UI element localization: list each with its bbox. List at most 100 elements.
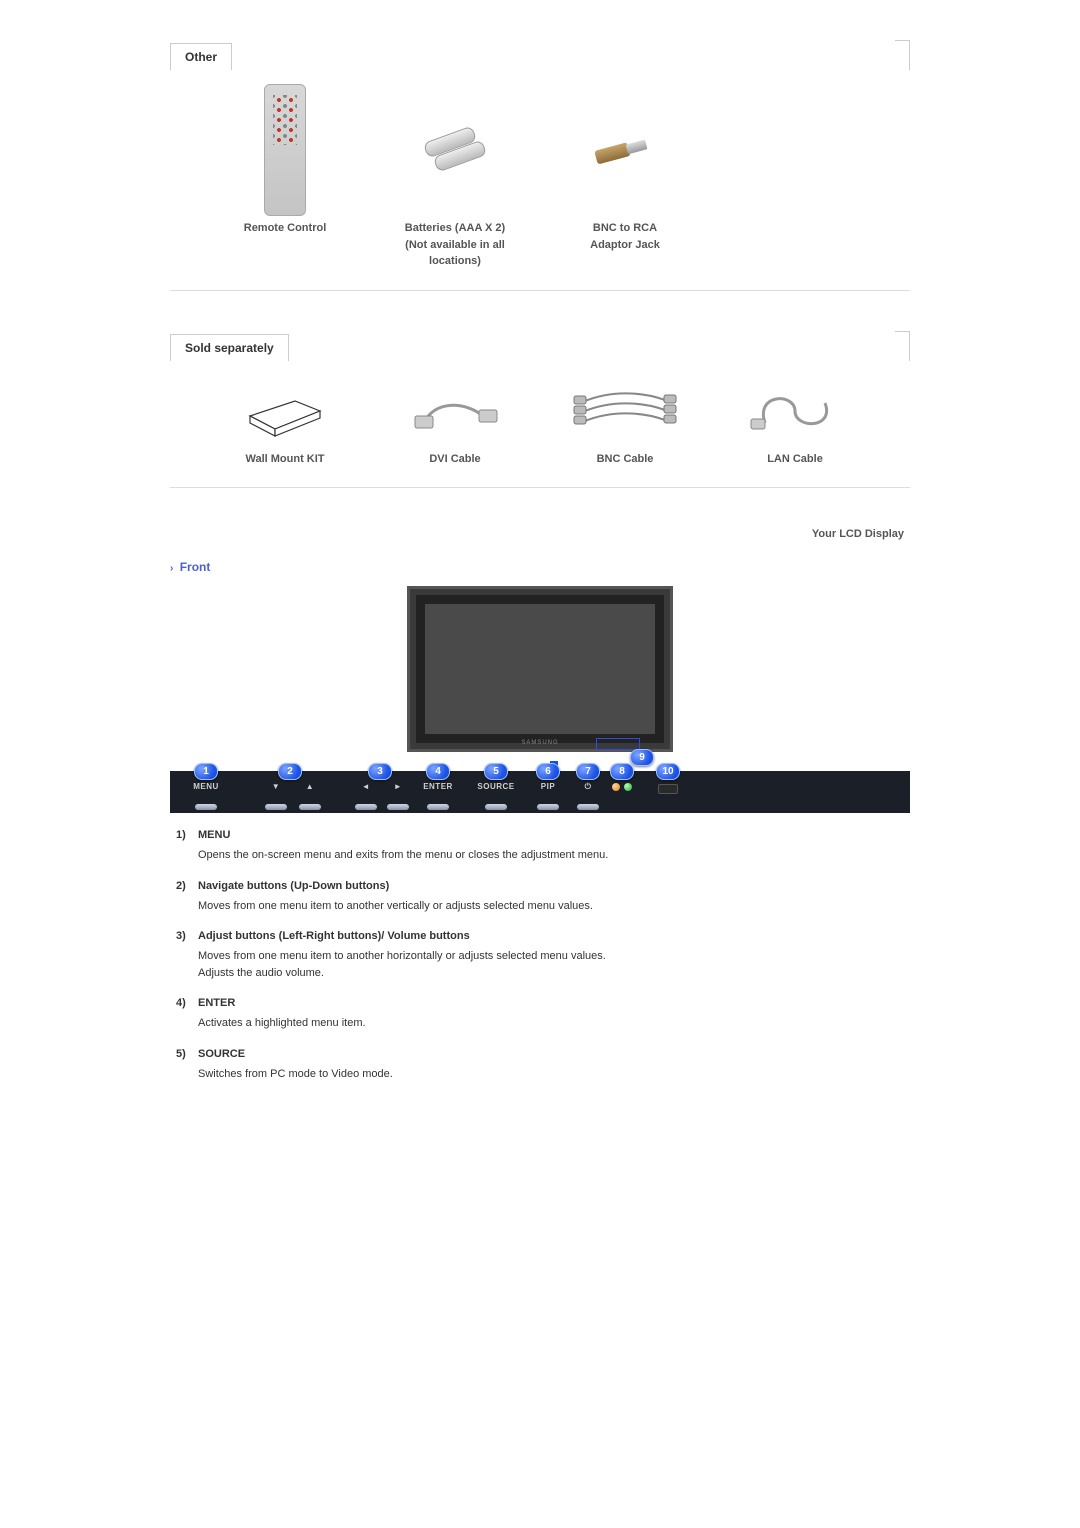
bnc-cable-icon — [570, 386, 680, 436]
front-item-desc: Moves from one menu item to another vert… — [198, 898, 910, 915]
item-label: DVI Cable — [370, 451, 540, 468]
front-heading: › Front — [170, 560, 910, 574]
chevron-right-icon: › — [170, 563, 173, 574]
led-green — [624, 783, 632, 791]
front-item-title: ENTER — [198, 997, 910, 1009]
section-other: Other Remote Control Batteries (AAA X 2)… — [170, 40, 910, 291]
strip-button[interactable] — [195, 804, 217, 810]
wallmount-image — [200, 371, 370, 451]
front-item: 4)ENTER Activates a highlighted menu item… — [176, 997, 910, 1042]
strip-slot-10: 10 — [654, 771, 682, 813]
lan-image — [710, 371, 880, 451]
strip-label: ENTER — [423, 782, 453, 791]
bnc-cable-image — [540, 371, 710, 451]
monitor-front: SAMSUNG — [407, 586, 673, 752]
strip-label: ⏻ — [585, 782, 592, 792]
front-item-number: 1) — [176, 829, 198, 874]
item-label: BNC to RCAAdaptor Jack — [540, 220, 710, 253]
front-item-title: Navigate buttons (Up-Down buttons) — [198, 880, 910, 892]
item-bnc-rca: BNC to RCAAdaptor Jack — [540, 80, 710, 270]
strip-button[interactable] — [577, 804, 599, 810]
item-label: Batteries (AAA X 2)(Not available in all… — [370, 220, 540, 270]
other-items-grid: Remote Control Batteries (AAA X 2)(Not a… — [170, 70, 910, 291]
strip-button[interactable] — [299, 804, 321, 810]
item-label: Wall Mount KIT — [200, 451, 370, 468]
front-items-list: 1)MENU Opens the on-screen menu and exits… — [170, 829, 910, 1092]
strip-arrow-key: ▼ — [265, 771, 287, 813]
badge-number: 9 — [630, 749, 654, 766]
strip-button[interactable] — [387, 804, 409, 810]
strip-slot-4: 4ENTER — [424, 771, 452, 813]
item-remote: Remote Control — [200, 80, 370, 270]
badge-number: 10 — [656, 763, 680, 780]
strip-label: PIP — [541, 782, 555, 791]
front-item-title: SOURCE — [198, 1048, 910, 1060]
strip-button[interactable] — [537, 804, 559, 810]
arrow-glyph: ▼ — [272, 782, 280, 791]
front-item-number: 5) — [176, 1048, 198, 1093]
strip-arrow-key: ► — [387, 771, 409, 813]
strip-button[interactable] — [427, 804, 449, 810]
strip-button[interactable] — [265, 804, 287, 810]
front-item-desc: Moves from one menu item to another hori… — [198, 948, 910, 981]
dvi-icon — [405, 386, 505, 436]
led-orange — [612, 783, 620, 791]
strip-arrow-key: ▲ — [299, 771, 321, 813]
strip-slot-8: 8 — [608, 771, 636, 813]
status-leds — [610, 782, 634, 794]
front-item-desc: Switches from PC mode to Video mode. — [198, 1066, 910, 1083]
remote-image — [200, 80, 370, 220]
front-item: 1)MENU Opens the on-screen menu and exits… — [176, 829, 910, 874]
strip-badge-9: 9 — [630, 749, 654, 766]
arrow-glyph: ◄ — [362, 782, 370, 791]
bnc-rca-image — [540, 80, 710, 220]
your-lcd-display-title: Your LCD Display — [170, 528, 904, 540]
front-item-title: Adjust buttons (Left-Right buttons)/ Vol… — [198, 930, 910, 942]
strip-slot-6: 6PIP — [534, 771, 562, 813]
badge-number: 5 — [484, 763, 508, 780]
front-item-number: 3) — [176, 930, 198, 991]
front-item-number: 2) — [176, 880, 198, 925]
front-item-title: MENU — [198, 829, 910, 841]
item-wallmount: Wall Mount KIT — [200, 371, 370, 468]
item-label: BNC Cable — [540, 451, 710, 468]
strip-arrow-key: ◄ — [355, 771, 377, 813]
page: Other Remote Control Batteries (AAA X 2)… — [150, 0, 930, 1138]
ir-window — [658, 784, 678, 794]
strip-button[interactable] — [485, 804, 507, 810]
strip-label: SOURCE — [477, 782, 514, 791]
item-dvi-cable: DVI Cable — [370, 371, 540, 468]
front-item-number: 4) — [176, 997, 198, 1042]
arrow-glyph: ► — [394, 782, 402, 791]
badge-number: 4 — [426, 763, 450, 780]
dvi-image — [370, 371, 540, 451]
badge-number: 7 — [576, 763, 600, 780]
front-item: 3)Adjust buttons (Left-Right buttons)/ V… — [176, 930, 910, 991]
section-tab-row: Other — [170, 40, 910, 70]
strip-slot-5: 5SOURCE — [482, 771, 510, 813]
lan-icon — [745, 383, 845, 438]
front-item-desc: Opens the on-screen menu and exits from … — [198, 847, 910, 864]
strip-slot-7: 7⏻ — [574, 771, 602, 813]
arrow-glyph: ▲ — [306, 782, 314, 791]
section-tab-other: Other — [170, 43, 232, 70]
badge-number: 1 — [194, 763, 218, 780]
wallmount-icon — [240, 381, 330, 441]
front-item: 2)Navigate buttons (Up-Down buttons) Move… — [176, 880, 910, 925]
item-label: LAN Cable — [710, 451, 880, 468]
monitor-illustration: SAMSUNG 91MENU2▼▲3◄►4ENTER5SOURCE6PIP7⏻8… — [170, 586, 910, 813]
front-heading-text: Front — [180, 560, 211, 574]
section-tab-row: Sold separately — [170, 331, 910, 361]
strip-button[interactable] — [355, 804, 377, 810]
strip-slot-1: 1MENU — [192, 771, 220, 813]
strip-label: MENU — [193, 782, 219, 791]
badge-number: 8 — [610, 763, 634, 780]
item-label: Remote Control — [200, 220, 370, 237]
batteries-image — [370, 80, 540, 220]
monitor-brand: SAMSUNG — [521, 740, 558, 746]
item-bnc-cable: BNC Cable — [540, 371, 710, 468]
front-item-desc: Activates a highlighted menu item. — [198, 1015, 910, 1032]
item-batteries: Batteries (AAA X 2)(Not available in all… — [370, 80, 540, 270]
item-lan-cable: LAN Cable — [710, 371, 880, 468]
sold-items-grid: Wall Mount KIT DVI Cable — [170, 361, 910, 489]
